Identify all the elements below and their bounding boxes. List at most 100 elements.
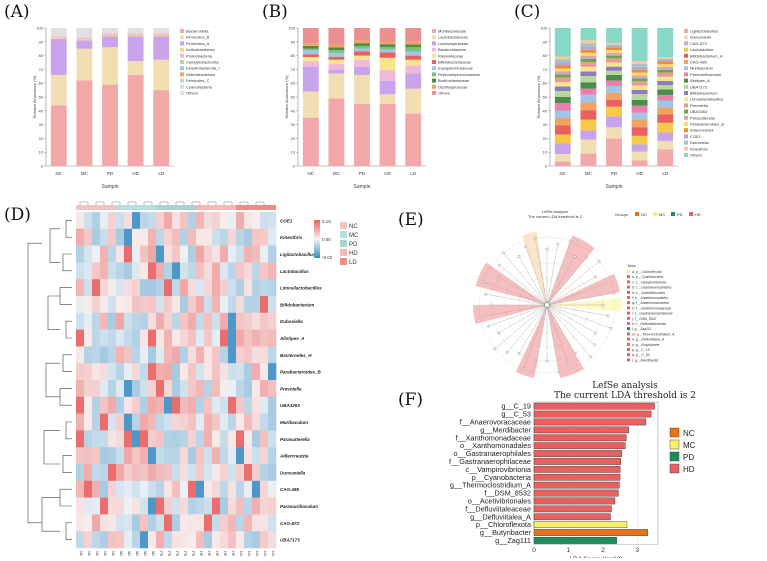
heatmap-cell bbox=[124, 430, 133, 448]
heatmap-col-label: LD1 bbox=[239, 551, 244, 556]
heatmap-cell bbox=[84, 212, 93, 230]
heatmap-cell bbox=[164, 396, 173, 414]
bar-segment bbox=[50, 37, 67, 40]
heatmap-cell bbox=[188, 430, 197, 448]
heatmap-col-label: NC5 bbox=[111, 551, 116, 556]
x-tick-label: HD bbox=[132, 171, 139, 176]
y-tick-label: 70 bbox=[543, 67, 548, 72]
heatmap-cell bbox=[188, 296, 197, 314]
heatmap-cell bbox=[164, 531, 173, 549]
y-tick-label: 10 bbox=[291, 150, 296, 155]
heatmap-cell bbox=[244, 380, 253, 398]
bar-segment bbox=[554, 82, 571, 87]
legend-swatch bbox=[180, 47, 184, 52]
heatmap-cell bbox=[108, 514, 117, 532]
heatmap-row-label: COE1 bbox=[280, 218, 293, 223]
x-tick-label: PD bbox=[107, 171, 114, 176]
lda-bar bbox=[533, 505, 612, 513]
lda-bar bbox=[533, 513, 611, 521]
cladogram-root bbox=[544, 302, 550, 308]
bar-segment bbox=[153, 28, 170, 34]
y-tick-label: 100 bbox=[288, 26, 295, 31]
heatmap-cell bbox=[76, 212, 85, 230]
cladogram-branch bbox=[546, 261, 600, 306]
dendrogram-branch bbox=[49, 228, 60, 263]
bar-segment bbox=[354, 40, 370, 44]
heatmap-cell bbox=[252, 447, 261, 465]
heatmap-cell bbox=[204, 464, 213, 482]
legend-entry: Burkholderiaceae bbox=[438, 78, 470, 83]
y-tick-label: 20 bbox=[291, 136, 296, 141]
heatmap-cell bbox=[228, 430, 237, 448]
heatmap-cell bbox=[148, 329, 157, 347]
y-tick-label: 40 bbox=[291, 108, 296, 113]
heatmap-col-label: MC4 bbox=[143, 551, 148, 556]
heatmap-cell bbox=[180, 312, 189, 330]
clade-highlight bbox=[521, 231, 547, 305]
bar-segment bbox=[102, 84, 118, 166]
legend-swatch bbox=[684, 153, 688, 157]
group-legend-swatch bbox=[635, 212, 639, 216]
heatmap-cell bbox=[164, 262, 173, 280]
heatmap-cell bbox=[84, 363, 93, 381]
x-tick-label: PD bbox=[611, 171, 618, 176]
dendrogram-branch bbox=[207, 201, 217, 205]
heatmap-cell bbox=[252, 363, 261, 381]
heatmap-cell bbox=[148, 447, 157, 465]
heatmap-cell bbox=[148, 396, 157, 414]
legend-swatch bbox=[684, 91, 688, 95]
heatmap-col-label: HD1 bbox=[199, 551, 204, 556]
heatmap-cell bbox=[260, 363, 269, 381]
heatmap-cell bbox=[188, 464, 197, 482]
legend-entry: Limosilactobacillus bbox=[690, 97, 723, 102]
legend-swatch bbox=[432, 53, 436, 58]
heatmap-cell bbox=[116, 464, 125, 482]
y-tick-label: 20 bbox=[543, 136, 548, 141]
bar-segment bbox=[379, 80, 396, 95]
bar-segment bbox=[405, 73, 422, 89]
heatmap-cell bbox=[212, 312, 221, 330]
heatmap-cell bbox=[228, 228, 237, 246]
bar-segment bbox=[657, 89, 674, 95]
bar-segment bbox=[580, 43, 597, 47]
bar-segment bbox=[631, 105, 648, 113]
cladogram-branch bbox=[546, 243, 558, 306]
legend-entry: Dubosiella bbox=[690, 140, 709, 145]
heatmap-cell bbox=[116, 296, 125, 314]
y-tick-label: 0 bbox=[293, 164, 296, 169]
heatmap-cell bbox=[132, 447, 141, 465]
cladogram-node bbox=[545, 359, 549, 363]
heatmap-cell bbox=[76, 262, 85, 280]
bar-segment bbox=[580, 49, 597, 53]
y-tick-label: 100 bbox=[540, 26, 547, 31]
bar-segment bbox=[631, 66, 648, 70]
heatmap-cell bbox=[100, 262, 109, 280]
heatmap-cell bbox=[84, 329, 93, 347]
heatmap-cell bbox=[228, 245, 237, 263]
heatmap-cell bbox=[220, 464, 229, 482]
heatmap-cell bbox=[196, 212, 205, 230]
heatmap-cell bbox=[76, 279, 85, 297]
group-annotation-bar bbox=[116, 205, 156, 210]
heatmap-cell bbox=[148, 363, 157, 381]
panel-letter-f: (F) bbox=[398, 390, 424, 410]
lda-bar bbox=[533, 481, 620, 489]
legend-swatch bbox=[180, 91, 184, 95]
heatmap-cell bbox=[100, 279, 109, 297]
bar-segment bbox=[354, 43, 370, 46]
heatmap-cell bbox=[236, 279, 245, 297]
heatmap-cell bbox=[196, 531, 205, 549]
group-legend-swatch bbox=[340, 240, 347, 247]
bar-segment bbox=[580, 71, 597, 77]
bar-segment bbox=[631, 120, 648, 128]
heatmap-cell bbox=[140, 279, 149, 297]
cladogram-node bbox=[534, 364, 538, 368]
bar-segment bbox=[580, 153, 597, 166]
heatmap-cell bbox=[116, 329, 125, 347]
lda-bar-label: c__Vampirovibrionia bbox=[465, 465, 532, 474]
cladogram-node bbox=[481, 280, 485, 284]
bar-segment bbox=[554, 86, 571, 91]
bar-segment bbox=[631, 99, 648, 106]
heatmap-cell bbox=[212, 413, 221, 431]
cladogram-node bbox=[505, 351, 509, 354]
